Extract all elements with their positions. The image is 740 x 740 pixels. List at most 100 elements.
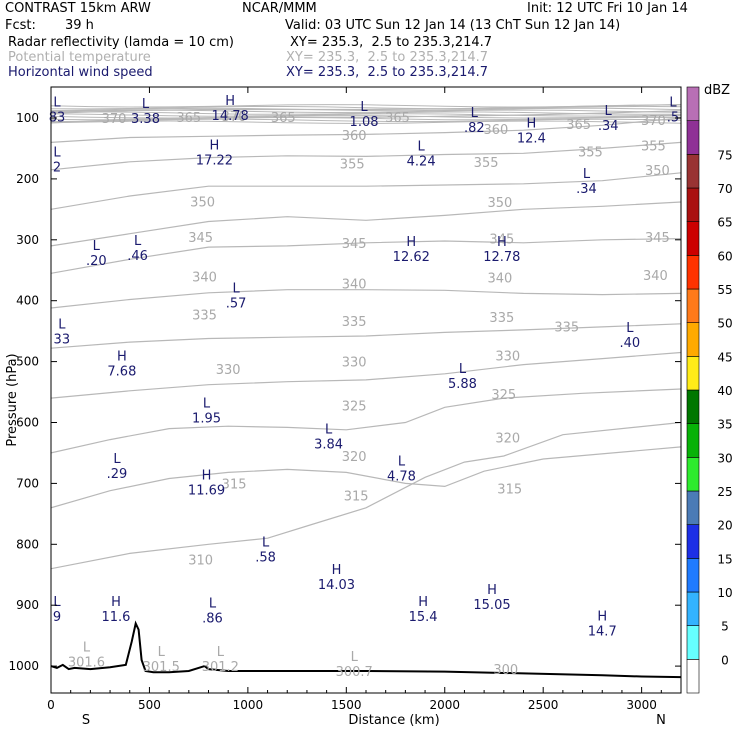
wind-extremum-marker: L xyxy=(134,234,142,249)
theta-extremum-value: 300.7 xyxy=(336,665,373,680)
wind-extremum-marker: H xyxy=(202,468,212,483)
theta-contour-label: 350 xyxy=(487,196,512,211)
colorbar-swatch xyxy=(686,288,700,323)
colorbar-swatch xyxy=(686,120,700,155)
wind-extremum-value: .29 xyxy=(107,467,128,482)
x-tick-label: 1000 xyxy=(233,698,264,712)
wind-extremum-value: 2 xyxy=(53,161,61,176)
theta-contour-label: 360 xyxy=(342,129,367,144)
theta-contour-upper xyxy=(51,107,681,112)
x-tick-label: 0 xyxy=(47,698,55,712)
colorbar-swatch xyxy=(686,389,700,424)
wind-extremum-value: 15.05 xyxy=(473,598,510,613)
wind-extremum-marker: L xyxy=(53,595,61,610)
theta-contour-350 xyxy=(51,172,681,210)
wind-extremum-marker: L xyxy=(142,97,150,112)
colorbar-level-label: 0 xyxy=(721,653,729,667)
wind-extremum-value: 5.88 xyxy=(448,377,477,392)
wind-extremum-value: 3.38 xyxy=(131,112,160,127)
theta-contour-label: 345 xyxy=(342,237,367,252)
wind-extremum-value: 33 xyxy=(54,332,71,347)
terrain-line xyxy=(50,620,682,679)
wind-extremum-marker: L xyxy=(325,423,333,438)
theta-contour-label: 355 xyxy=(474,156,499,171)
wind-extremum-value: .20 xyxy=(86,254,107,269)
theta-extremum-marker: L xyxy=(158,645,166,660)
colorbar-level-label: 55 xyxy=(717,283,732,297)
theta-contour-label: 320 xyxy=(342,450,367,465)
wind-extremum-marker: L xyxy=(360,100,368,115)
colorbar-swatch xyxy=(686,86,700,121)
theta-contour-label: 340 xyxy=(192,270,217,285)
wind-extremum-value: 7.68 xyxy=(107,365,136,380)
colorbar-swatch xyxy=(686,154,700,189)
terrain-profile xyxy=(50,620,682,679)
wind-extremum-marker: L xyxy=(398,454,406,469)
theta-contour-upper xyxy=(51,118,681,123)
theta-contour-label: 365 xyxy=(176,111,201,126)
wind-extremum-value: 11.69 xyxy=(188,483,225,498)
wind-extremum-marker: L xyxy=(209,596,217,611)
theta-contour-label: 340 xyxy=(643,269,668,284)
wind-extremum-value: .5 xyxy=(667,111,679,126)
theta-contour-label: 325 xyxy=(342,399,367,414)
wind-extremum-marker: L xyxy=(605,104,613,119)
theta-contour-label: 365 xyxy=(566,118,591,133)
colorbar-swatch xyxy=(686,591,700,626)
forecast-hours: 39 h xyxy=(65,18,94,33)
wind-extremum-marker: L xyxy=(459,362,467,377)
wind-extremum-marker: L xyxy=(203,397,211,412)
theta-contour-label: 325 xyxy=(491,388,516,403)
theta-contour-label: 350 xyxy=(190,195,215,210)
theta-contour-label: 370 xyxy=(222,110,247,125)
theta-contour-320 xyxy=(51,388,681,454)
wind-extremum-value: .46 xyxy=(127,249,148,264)
wind-extremum-value: 1.08 xyxy=(350,115,379,130)
colorbar-swatch xyxy=(686,221,700,256)
wind-extremum-marker: L xyxy=(53,96,61,111)
colorbar-unit: dBZ xyxy=(704,83,730,98)
colorbar-level-label: 10 xyxy=(717,586,732,600)
theta-contour-upper xyxy=(51,111,681,115)
wind-extremum-marker: H xyxy=(111,595,121,610)
y-tick-label: 500 xyxy=(16,355,39,369)
theta-contour-label: 300 xyxy=(493,663,518,678)
theta-contour-label: 315 xyxy=(497,482,522,497)
theta-contour-label: 365 xyxy=(385,111,410,126)
wind-extremum-marker: H xyxy=(526,116,536,131)
theta-contour-label: 355 xyxy=(340,158,365,173)
x-tick-label: 2500 xyxy=(528,698,559,712)
colorbar-level-label: 60 xyxy=(717,249,732,263)
colorbar: dBZ 0 5 10 15 20 25 30 35 40 45 50 55 60 65 70 75 xyxy=(686,83,733,694)
wind-extremum-value: 4.78 xyxy=(387,469,416,484)
colorbar-level-label: 30 xyxy=(717,451,732,465)
wind-extremum-marker: L xyxy=(669,96,677,111)
y-tick-label: 400 xyxy=(16,294,39,308)
wind-extremum-value: .34 xyxy=(598,119,619,134)
wind-extremum-marker: L xyxy=(232,281,240,296)
wind-extremum-value: .40 xyxy=(619,336,640,351)
wind-extremum-marker: H xyxy=(487,583,497,598)
theta-contour-label: 345 xyxy=(489,233,514,248)
theta-contour-upper xyxy=(51,109,681,114)
chart-axes: 100 200 300 400 500 600 700 800 900 1000 0 500 1000 1… xyxy=(5,86,682,728)
colorbar-level-label: 35 xyxy=(717,418,732,432)
init-time: Init: 12 UTC Fri 10 Jan 14 xyxy=(527,1,688,16)
wind-extremum-marker: H xyxy=(225,94,235,109)
colorbar-level-label: 25 xyxy=(717,485,732,499)
theta-contour-label: 370 xyxy=(641,114,666,129)
theta-contour-315 xyxy=(51,446,681,509)
wind-extremum-marker: L xyxy=(53,146,61,161)
y-tick-label: 100 xyxy=(16,111,39,125)
theta-contour-label: 330 xyxy=(216,363,241,378)
theta-contour-label: 340 xyxy=(342,278,367,293)
y-tick-label: 300 xyxy=(16,233,39,247)
theta-contour-label: 350 xyxy=(645,164,670,179)
wind-extremum-marker: L xyxy=(58,317,66,332)
x-tick-label: 1500 xyxy=(331,698,362,712)
colorbar-level-label: 50 xyxy=(717,317,732,331)
wind-extremum-marker: L xyxy=(418,140,426,155)
theta-extremum-value: 301.5 xyxy=(143,660,180,675)
wind-extremum-value: 3.84 xyxy=(314,438,343,453)
theta-contour-340 xyxy=(51,238,681,274)
